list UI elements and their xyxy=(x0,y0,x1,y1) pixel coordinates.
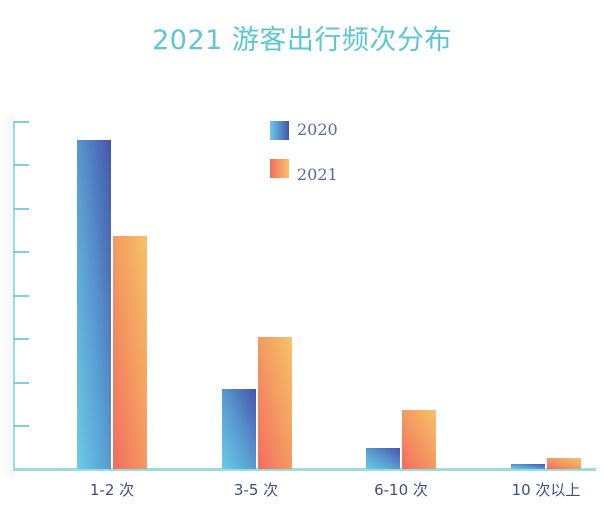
y-tick xyxy=(13,425,29,427)
bar-2020[interactable] xyxy=(77,140,111,469)
x-label: 6-10 次 xyxy=(374,481,428,499)
y-tick xyxy=(13,295,29,297)
chart-title: 2021 游客出行频次分布 xyxy=(152,25,452,56)
bar-2021[interactable] xyxy=(402,410,436,469)
bar-2021[interactable] xyxy=(113,236,147,469)
legend-label: 2021 xyxy=(297,165,338,184)
bar-2021[interactable] xyxy=(547,458,581,469)
bar-2020[interactable] xyxy=(511,464,545,469)
bar-2020[interactable] xyxy=(366,448,400,469)
x-axis xyxy=(13,468,596,471)
x-label: 1-2 次 xyxy=(89,481,135,499)
bar-2020[interactable] xyxy=(222,389,256,469)
legend-swatch-2021 xyxy=(270,159,289,178)
x-label: 3-5 次 xyxy=(233,481,279,499)
y-tick xyxy=(13,382,29,384)
bar-2021[interactable] xyxy=(258,337,292,469)
legend-label: 2020 xyxy=(297,120,338,139)
y-tick xyxy=(13,338,29,340)
y-tick xyxy=(13,121,29,123)
y-tick xyxy=(13,164,29,166)
axis-shadow xyxy=(0,115,14,477)
x-label: 10 次以上 xyxy=(511,481,581,499)
legend-swatch-2020 xyxy=(270,121,289,140)
y-tick xyxy=(13,208,29,210)
y-tick xyxy=(13,251,29,253)
